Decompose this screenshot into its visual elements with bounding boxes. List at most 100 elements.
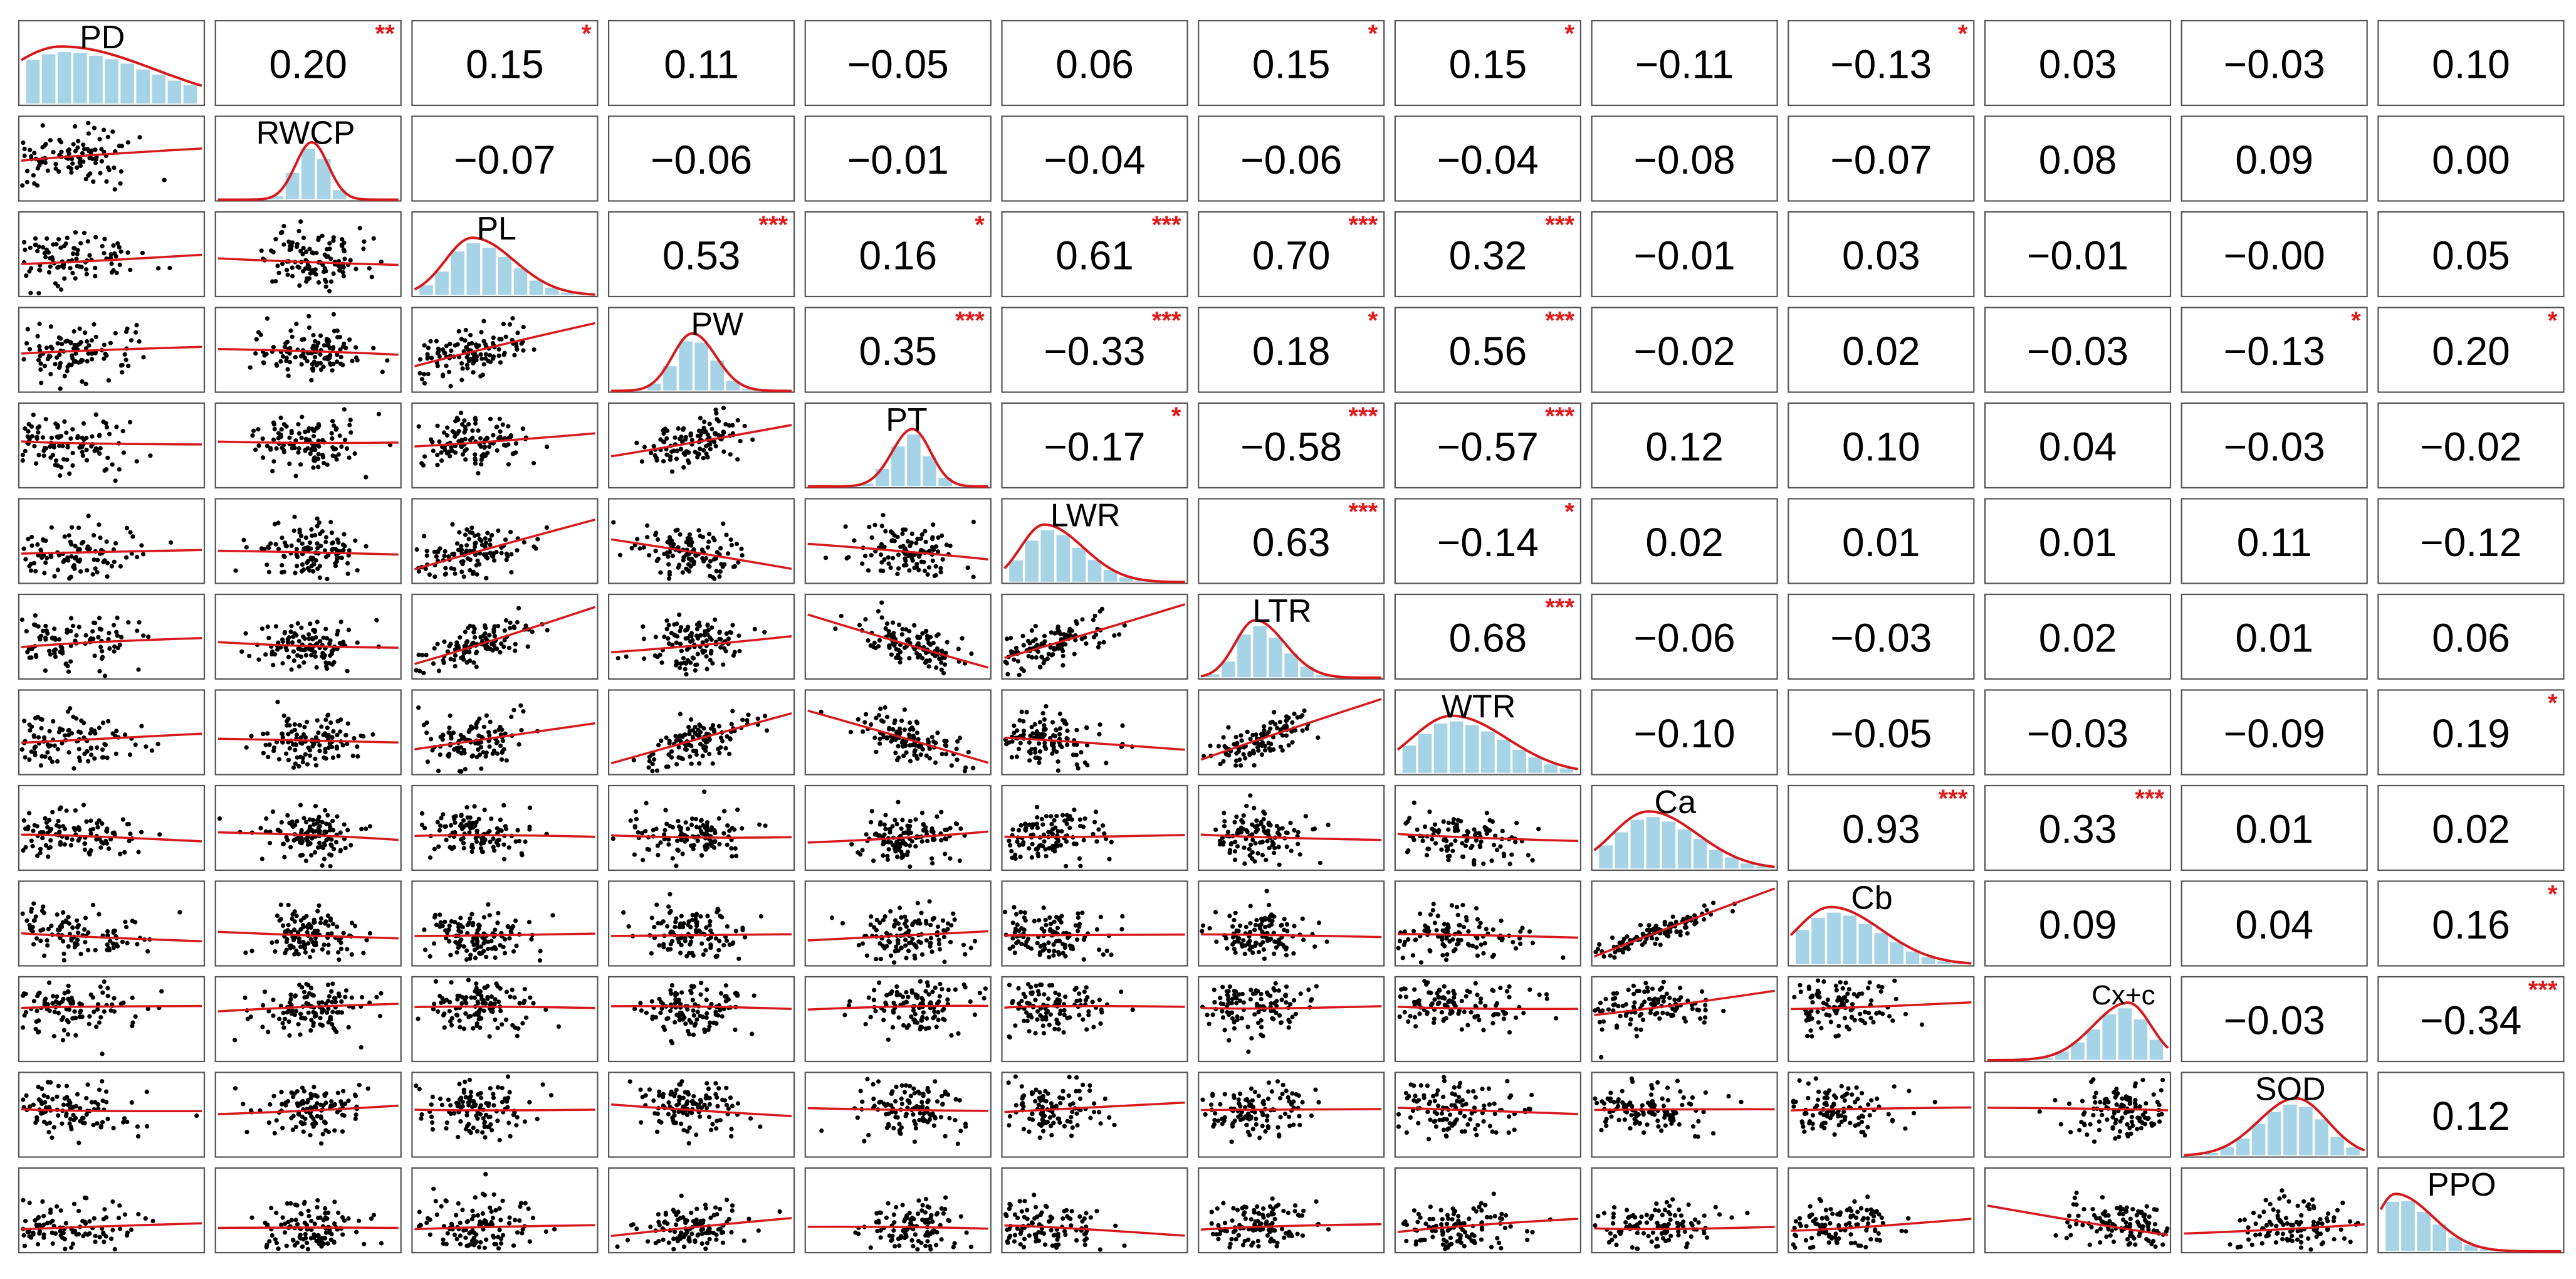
scatter-point — [29, 838, 34, 843]
scatter-point — [301, 648, 306, 653]
scatter-point — [326, 950, 331, 955]
scatter-point — [707, 532, 712, 537]
scatter-point — [333, 561, 338, 566]
scatter-point — [108, 340, 113, 345]
scatter-point — [683, 839, 688, 844]
corr-value: 0.15 — [1252, 42, 1331, 87]
scatter-point — [1500, 828, 1505, 833]
histogram-bar — [41, 53, 56, 105]
scatter-point — [1213, 827, 1218, 832]
scatter-point — [290, 273, 295, 279]
scatter-point — [735, 418, 740, 423]
panel-frame — [2377, 402, 2565, 489]
scatter-point — [1225, 829, 1230, 834]
fit-line — [414, 432, 595, 448]
scatter-point — [479, 766, 484, 771]
scatter-point — [931, 522, 936, 527]
scatter-point — [162, 177, 167, 182]
scatter-point — [1077, 856, 1082, 861]
scatter-point — [869, 819, 874, 824]
scatter-point — [367, 824, 373, 829]
scatter-point — [1062, 720, 1067, 725]
panel-frame — [1001, 307, 1188, 393]
scatter-point — [340, 362, 345, 367]
scatter-point — [87, 852, 92, 857]
scatter-point — [733, 929, 738, 934]
panel-PW-Ca: −0.02 — [1591, 307, 1778, 393]
scatter-point — [35, 183, 40, 188]
corr-value: 0.15 — [466, 42, 544, 87]
scatter-point — [315, 929, 320, 934]
scatter-point — [488, 840, 493, 845]
scatter-point — [728, 629, 733, 634]
scatter-point — [713, 617, 718, 623]
scatter-point — [447, 725, 452, 730]
scatter-point — [62, 419, 67, 424]
scatter-point — [69, 362, 74, 367]
scatter-point — [48, 828, 53, 834]
histogram-bar — [725, 380, 741, 392]
scatter-point — [66, 164, 71, 170]
scatter-point — [1007, 838, 1012, 843]
scatter-point — [1252, 763, 1257, 768]
scatter-point — [130, 918, 135, 924]
scatter-point — [83, 633, 88, 638]
scatter-point — [1316, 735, 1321, 740]
panel-PD-LTR: 0.15* — [1198, 19, 1385, 107]
scatter-point — [658, 570, 663, 575]
panel-PW-PD — [18, 307, 206, 393]
scatter-point — [709, 426, 715, 431]
scatter-point — [955, 757, 960, 762]
scatter-point — [315, 619, 320, 624]
scatter-point — [298, 534, 304, 539]
scatter-point — [459, 444, 464, 449]
panel-PD-LWR: 0.06 — [1001, 19, 1188, 107]
scatter-point — [474, 828, 479, 833]
scatter-point — [331, 238, 336, 243]
scatter-point — [43, 668, 48, 673]
scatter-point — [877, 737, 882, 742]
scatter-point — [217, 816, 223, 821]
scatter-point — [1074, 621, 1079, 626]
panel-PT-Cb: 0.10 — [1788, 402, 1975, 489]
scatter-point — [53, 463, 58, 468]
scatter-point — [523, 623, 528, 628]
scatter-point — [288, 328, 293, 334]
scatter-point — [919, 811, 924, 816]
scatter-point — [666, 554, 671, 559]
scatter-point — [353, 538, 358, 543]
scatter-point — [884, 735, 889, 740]
scatter-point — [684, 954, 689, 959]
scatter-point — [128, 831, 133, 836]
corr-value: 0.02 — [1645, 520, 1724, 565]
scatter-point — [347, 337, 352, 342]
histogram-bar — [1024, 539, 1040, 583]
scatter-point — [1044, 854, 1049, 859]
scatter-point — [886, 561, 891, 566]
scatter-point — [359, 826, 364, 831]
scatter-point — [459, 337, 464, 342]
panel-frame — [1984, 307, 2172, 393]
scatter-point — [689, 823, 694, 828]
scatter-point — [418, 357, 423, 362]
scatter-point — [379, 260, 384, 265]
scatter-point — [506, 845, 511, 850]
scatter-point — [460, 452, 466, 457]
variable-label: PD — [80, 19, 125, 56]
histogram-bar — [135, 68, 151, 105]
scatter-point — [504, 557, 509, 562]
scatter-point — [730, 708, 735, 713]
density-curve — [1003, 523, 1185, 584]
scatter-point — [491, 354, 496, 359]
panel-frame — [2377, 115, 2565, 202]
scatter-point — [291, 649, 296, 654]
scatter-point — [22, 147, 27, 152]
scatter-point — [78, 952, 83, 957]
panel-Ca-PD — [18, 784, 206, 871]
scatter-point — [683, 437, 688, 442]
scatter-point — [135, 628, 140, 633]
scatter-point — [1296, 829, 1301, 835]
scatter-point — [707, 421, 712, 426]
scatter-point — [452, 551, 457, 556]
scatter-point — [310, 948, 315, 953]
